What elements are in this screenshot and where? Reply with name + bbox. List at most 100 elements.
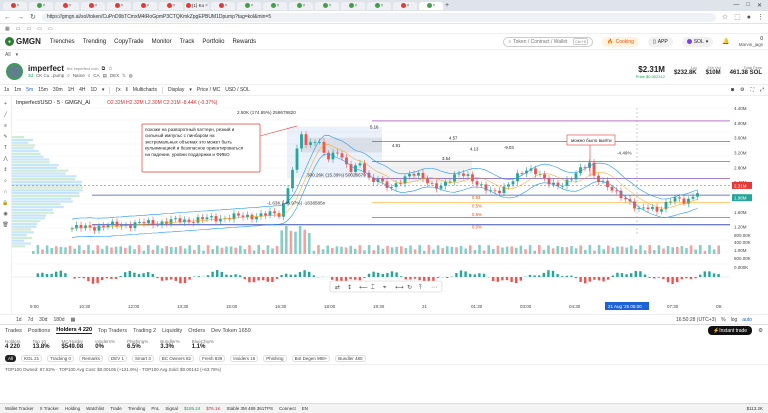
browser-tab[interactable]: × bbox=[55, 1, 79, 10]
globe-icon[interactable]: ◍ bbox=[128, 73, 133, 78]
measure-icon[interactable]: ⇕ bbox=[3, 167, 8, 173]
apps-icon[interactable]: ▦ bbox=[5, 25, 10, 32]
bookmark-item[interactable]: ▭ bbox=[37, 25, 42, 32]
floating-draw-toolbar[interactable]: ⇄ ↕ ⟵ ⌶ ⌖ ⟷ ↻ ⤒ ⋯ bbox=[329, 280, 443, 293]
filter-chip[interactable]: Bundler 480 bbox=[335, 355, 366, 362]
annotation-note[interactable]: можно было выйти bbox=[566, 134, 616, 146]
filter-chip[interactable]: KOL 21 bbox=[21, 355, 43, 362]
expand-icon[interactable]: ⤢ bbox=[759, 87, 764, 93]
close-icon[interactable]: × bbox=[354, 2, 358, 9]
nav-monitor[interactable]: Monitor bbox=[151, 38, 172, 45]
browser-tab[interactable]: × bbox=[81, 1, 105, 10]
close-icon[interactable]: × bbox=[172, 2, 176, 9]
crosshair-icon[interactable]: + bbox=[4, 101, 7, 107]
timeframe-4h[interactable]: 4H bbox=[79, 87, 86, 93]
timeframe-1h[interactable]: 1H bbox=[67, 87, 75, 93]
draw-tool-icon[interactable]: ↻ bbox=[407, 284, 412, 291]
menu-icon[interactable]: ⋮ bbox=[757, 14, 764, 21]
tab-holders[interactable]: Holders 4 220 bbox=[56, 327, 93, 334]
gmgn-logo[interactable]: ● GMGN bbox=[5, 37, 41, 46]
search-icon[interactable]: ⌕ bbox=[67, 73, 70, 78]
annotation-note[interactable]: похоже на разворотный паттерн, резкий ис… bbox=[141, 123, 261, 173]
cooking-button[interactable]: 🔥 Cooking bbox=[602, 36, 639, 47]
timeframe-15m[interactable]: 15m bbox=[38, 87, 48, 93]
close-icon[interactable]: × bbox=[432, 2, 436, 9]
tab-liquidity[interactable]: Liquidity bbox=[162, 327, 183, 334]
close-icon[interactable]: × bbox=[42, 2, 46, 9]
instant-trade-button[interactable]: ⚡ Instant trade bbox=[708, 326, 753, 335]
filter-chip[interactable]: Phishing bbox=[263, 355, 287, 362]
status-item[interactable]: EN bbox=[301, 406, 309, 411]
notification-icon[interactable]: 🔔 bbox=[722, 39, 730, 45]
brush-icon[interactable]: ✎ bbox=[3, 134, 8, 140]
period-1d[interactable]: 1d bbox=[16, 316, 22, 323]
calendar-icon[interactable]: ▦ bbox=[70, 316, 76, 323]
chart-svg[interactable]: Imperfect/USD · 5 · GMGN_AI O2.32M H2.32M… bbox=[12, 96, 768, 314]
chevron-down-icon[interactable]: ▾ bbox=[101, 87, 105, 93]
chain-select[interactable]: SOL ▾ bbox=[681, 36, 714, 47]
link-dex[interactable]: DEX bbox=[109, 73, 120, 78]
browser-tab[interactable]: × bbox=[341, 1, 365, 10]
nav-trenches[interactable]: Trenches bbox=[49, 38, 75, 45]
search-box[interactable]: ⌕ Ctrl+K bbox=[503, 36, 594, 47]
link-ca[interactable]: CA bbox=[93, 73, 100, 78]
tab-dev[interactable]: Dev Token 1659 bbox=[211, 327, 251, 334]
chart-icon[interactable]: ▤ bbox=[102, 73, 107, 78]
status-item[interactable]: Wallet Tracker bbox=[5, 406, 34, 411]
extensions-icon[interactable]: ⬚ bbox=[734, 14, 741, 21]
close-icon[interactable]: × bbox=[302, 2, 306, 9]
timeframe-1s[interactable]: 1s bbox=[4, 87, 10, 93]
scale-auto[interactable]: auto bbox=[742, 316, 752, 323]
close-icon[interactable]: × bbox=[94, 2, 98, 9]
browser-tab[interactable]: × bbox=[367, 1, 391, 10]
browser-tab[interactable]: × bbox=[133, 1, 157, 10]
minimize-button[interactable]: — bbox=[733, 2, 740, 8]
browser-tab[interactable]: × bbox=[159, 1, 183, 10]
pattern-icon[interactable]: ⋀ bbox=[3, 156, 8, 162]
browser-tab[interactable]: × bbox=[3, 1, 27, 10]
text-icon[interactable]: T bbox=[3, 145, 8, 151]
filter-chip[interactable]: Smart 3 bbox=[131, 355, 154, 362]
period-180d[interactable]: 180d bbox=[53, 316, 65, 323]
filter-all[interactable]: All bbox=[5, 51, 11, 58]
status-item[interactable]: Connect bbox=[279, 406, 296, 411]
tab-trading[interactable]: Trading 2 bbox=[133, 327, 157, 334]
app-button[interactable]: ▯ APP bbox=[647, 36, 673, 47]
nav-rewards[interactable]: Rewards bbox=[232, 38, 257, 45]
scale-log[interactable]: log bbox=[730, 316, 738, 323]
tab-positions[interactable]: Positions bbox=[27, 327, 51, 334]
status-item[interactable]: X Tracker bbox=[39, 406, 59, 411]
draw-tool-icon[interactable]: ⇄ bbox=[335, 284, 340, 291]
close-icon[interactable]: × bbox=[146, 2, 150, 9]
filter-chip[interactable]: BC Owners 82 bbox=[158, 355, 195, 362]
draw-tool-icon[interactable]: ⋯ bbox=[431, 284, 437, 291]
close-window-button[interactable]: ✕ bbox=[756, 3, 762, 9]
bookmark-item[interactable]: ▭ bbox=[47, 25, 53, 32]
nav-copytrade[interactable]: CopyTrade bbox=[114, 38, 144, 45]
new-tab-icon[interactable]: + bbox=[445, 2, 450, 9]
usd-sol-toggle[interactable]: USD / SOL bbox=[225, 87, 250, 93]
browser-tab[interactable]: × bbox=[419, 1, 443, 10]
star-icon[interactable]: ☆ bbox=[108, 65, 113, 72]
filter-chip[interactable]: Fresh 839 bbox=[199, 355, 226, 362]
browser-tab[interactable]: × bbox=[393, 1, 417, 10]
filter-chip[interactable]: Tracking 0 bbox=[47, 355, 74, 362]
trash-icon[interactable]: 🗑 bbox=[2, 222, 9, 228]
status-item[interactable]: Trade bbox=[110, 406, 122, 411]
search-icon[interactable]: ⌕ bbox=[87, 73, 91, 78]
timeframe-1m[interactable]: 1m bbox=[14, 87, 22, 93]
status-item[interactable]: Watchlist bbox=[86, 406, 105, 411]
timeframe-1d[interactable]: 1D bbox=[90, 87, 97, 93]
draw-tool-icon[interactable]: ⟵ bbox=[359, 284, 368, 291]
copy-icon[interactable]: ⧉ bbox=[101, 65, 106, 72]
tab-top[interactable]: Top Traders bbox=[98, 327, 128, 334]
close-icon[interactable]: × bbox=[250, 2, 254, 9]
profile-icon[interactable]: ● bbox=[746, 13, 751, 21]
browser-tab[interactable]: (1) Ko × bbox=[185, 1, 209, 10]
price-mc-toggle[interactable]: Price / MC bbox=[196, 87, 221, 93]
close-icon[interactable]: × bbox=[68, 2, 72, 9]
close-icon[interactable]: × bbox=[16, 2, 20, 9]
close-icon[interactable]: × bbox=[380, 2, 384, 9]
close-icon[interactable]: × bbox=[328, 2, 332, 9]
star-icon[interactable]: ☆ bbox=[721, 14, 729, 21]
